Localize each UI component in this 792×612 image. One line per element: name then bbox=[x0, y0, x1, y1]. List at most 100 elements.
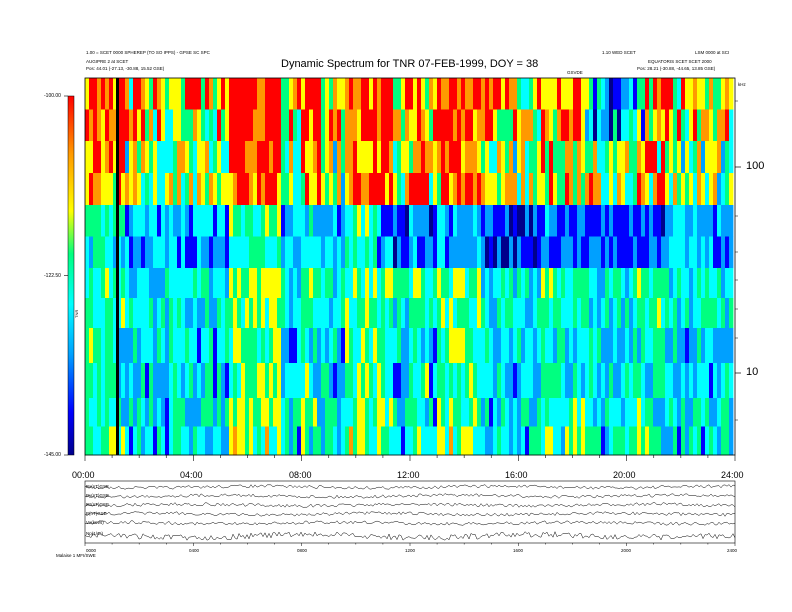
spectrogram-cell bbox=[365, 141, 370, 174]
spectrogram-cell bbox=[533, 78, 538, 110]
spectrogram-cell bbox=[261, 78, 266, 110]
spectrogram-cell bbox=[429, 78, 434, 110]
spectrogram-cell bbox=[569, 141, 574, 174]
spectrogram-cell bbox=[653, 205, 658, 237]
spectrogram-cell bbox=[509, 236, 514, 269]
spectrogram-cell bbox=[301, 298, 306, 329]
spectrogram-cell bbox=[485, 398, 490, 427]
spectrogram-cell bbox=[221, 109, 226, 142]
spectrogram-cell bbox=[545, 205, 550, 237]
spectrogram-cell bbox=[625, 109, 630, 142]
spectrogram-cell bbox=[645, 426, 650, 456]
spectrogram-cell bbox=[565, 298, 570, 329]
spectrogram-cell bbox=[449, 78, 454, 110]
spectrogram-cell bbox=[505, 173, 510, 206]
spectrogram-cell bbox=[365, 109, 370, 142]
spectrogram-cell bbox=[257, 78, 262, 110]
spectrogram-cell bbox=[481, 173, 486, 206]
spectrogram-cell bbox=[481, 141, 486, 174]
spectrogram-cell bbox=[593, 426, 598, 456]
spectrogram-cell bbox=[681, 298, 686, 329]
spectrogram-cell bbox=[509, 398, 514, 427]
spectrogram-cell bbox=[461, 426, 466, 456]
spectrogram-cell bbox=[509, 268, 514, 299]
spectrogram-cell bbox=[205, 328, 210, 364]
spectrogram-cell bbox=[725, 426, 730, 456]
spectrogram-cell bbox=[185, 398, 190, 427]
spectrogram-cell bbox=[297, 78, 302, 110]
spectrogram-cell bbox=[705, 298, 710, 329]
spectrogram-cell bbox=[541, 426, 546, 456]
spectrogram-cell bbox=[233, 298, 238, 329]
spectrogram-cell bbox=[229, 298, 234, 329]
spectrogram-cell bbox=[661, 298, 666, 329]
spectrogram-cell bbox=[185, 328, 190, 364]
spectrogram-cell bbox=[617, 109, 622, 142]
spectrogram-cell bbox=[173, 78, 178, 110]
spectrogram-cell bbox=[121, 328, 126, 364]
spectrogram-cell bbox=[569, 173, 574, 206]
spectrogram-cell bbox=[193, 328, 198, 364]
spectrogram-cell bbox=[513, 398, 518, 427]
spectrogram-cell bbox=[189, 328, 194, 364]
spectrogram-cell bbox=[389, 363, 394, 399]
spectrogram-cell bbox=[641, 398, 646, 427]
spectrogram-cell bbox=[169, 141, 174, 174]
spectrogram-cell bbox=[645, 363, 650, 399]
spectrogram-cell bbox=[157, 236, 162, 269]
spectrogram-cell bbox=[89, 328, 94, 364]
spectrogram-cell bbox=[665, 141, 670, 174]
spectrogram-cell bbox=[285, 398, 290, 427]
spectrogram-cell bbox=[169, 268, 174, 299]
spectrogram-cell bbox=[381, 78, 386, 110]
spectrogram-cell bbox=[401, 298, 406, 329]
spectrogram-cell bbox=[393, 328, 398, 364]
spectrogram-cell bbox=[561, 78, 566, 110]
spectrogram-cell bbox=[593, 298, 598, 329]
spectrogram-cell bbox=[649, 363, 654, 399]
spectrogram-cell bbox=[481, 298, 486, 329]
spectrogram-cell bbox=[537, 298, 542, 329]
spectrogram-cell bbox=[425, 141, 430, 174]
spectrogram-cell bbox=[725, 141, 730, 174]
spectrogram-cell bbox=[85, 328, 90, 364]
spectrogram-cell bbox=[493, 426, 498, 456]
spectrogram-cell bbox=[673, 109, 678, 142]
spectrogram-cell bbox=[413, 173, 418, 206]
spectrogram-cell bbox=[149, 328, 154, 364]
spectrogram-cell bbox=[249, 236, 254, 269]
spectrogram-cell bbox=[201, 109, 206, 142]
spectrogram-cell bbox=[117, 78, 122, 110]
spectrogram-cell bbox=[553, 78, 558, 110]
spectrogram-cell bbox=[129, 298, 134, 329]
spectrogram-cell bbox=[173, 173, 178, 206]
spectrogram-cell bbox=[257, 298, 262, 329]
mid-marker-label: GSVDE bbox=[567, 70, 583, 75]
spectrogram-cell bbox=[229, 398, 234, 427]
spectrogram-cell bbox=[381, 236, 386, 269]
spectrogram-cell bbox=[153, 426, 158, 456]
spectrogram-cell bbox=[669, 109, 674, 142]
spectrogram-cell bbox=[497, 109, 502, 142]
spectrogram-cell bbox=[661, 236, 666, 269]
spectrogram-cell bbox=[441, 268, 446, 299]
spectrogram-cell bbox=[709, 109, 714, 142]
spectrogram-cell bbox=[105, 141, 110, 174]
spectrogram-cell bbox=[149, 426, 154, 456]
spectrogram-cell bbox=[273, 173, 278, 206]
spectrogram-cell bbox=[261, 398, 266, 427]
spectrogram-cell bbox=[565, 141, 570, 174]
spectrogram-cell bbox=[205, 426, 210, 456]
spectrogram-cell bbox=[261, 426, 266, 456]
spectrogram-cell bbox=[729, 205, 734, 237]
spectrogram-cell bbox=[225, 363, 230, 399]
spectrogram-cell bbox=[637, 141, 642, 174]
spectrogram-cell bbox=[173, 426, 178, 456]
spectrogram-cell bbox=[281, 426, 286, 456]
spectrogram-cell bbox=[445, 205, 450, 237]
spectrogram-cell bbox=[677, 426, 682, 456]
spectrogram-cell bbox=[421, 426, 426, 456]
spectrogram-cell bbox=[577, 398, 582, 427]
spectrogram-cell bbox=[441, 328, 446, 364]
spectrogram-cell bbox=[589, 78, 594, 110]
